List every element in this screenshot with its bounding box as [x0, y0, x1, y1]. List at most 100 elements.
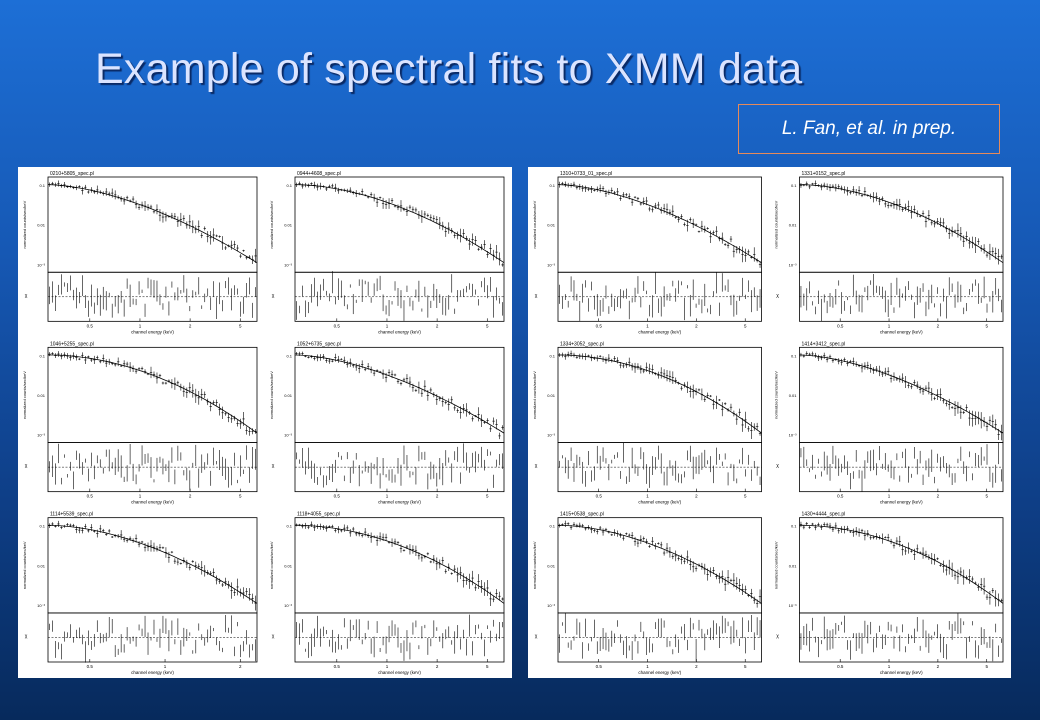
- x-tick-label: 1: [139, 494, 142, 499]
- y-tick-label: 10⁻³: [37, 262, 46, 267]
- y-tick-label: 0.1: [549, 183, 555, 188]
- residual-axis-label: χ: [776, 463, 779, 469]
- residual-axis-label: χ: [776, 633, 779, 639]
- y-tick-label: 10⁻³: [284, 433, 293, 438]
- x-tick-label: 1: [646, 323, 649, 328]
- y-axis-label: normalized counts/sec/keV: [774, 200, 779, 248]
- y-tick-label: 0.1: [286, 353, 292, 358]
- y-tick-label: 10⁻³: [37, 433, 46, 438]
- y-tick-label: 0.01: [789, 393, 798, 398]
- slide-title: Example of spectral fits to XMM data: [95, 45, 803, 93]
- spectrum-frame: [294, 176, 505, 273]
- spectrum-panel: 1046+5255_spec.pl normalized counts/sec/k…: [22, 341, 258, 505]
- y-tick-label: 0.1: [286, 524, 292, 529]
- x-tick-label: 1: [139, 323, 142, 328]
- x-axis-label: channel energy (keV): [378, 329, 421, 334]
- y-tick-label: 0.01: [284, 393, 293, 398]
- panel-label: 1046+5255_spec.pl: [50, 341, 94, 347]
- model-curve: [557, 524, 762, 604]
- residual-axis-label: χ: [535, 463, 538, 469]
- residual-axis-label: χ: [25, 633, 28, 639]
- model-curve: [558, 354, 762, 434]
- panel-label: 1415+0538_spec.pl: [560, 512, 604, 518]
- y-axis-label: normalized counts/sec/keV: [774, 541, 779, 589]
- x-axis-label: channel energy (keV): [880, 670, 923, 675]
- y-tick-label: 10⁻³: [547, 433, 556, 438]
- x-axis-label: channel energy (keV): [638, 670, 681, 675]
- spectral-fit-figure-left: 0210+5805_spec.pl normalized counts/sec/k…: [18, 167, 512, 678]
- model-curve: [47, 184, 258, 264]
- y-tick-label: 0.1: [39, 524, 45, 529]
- x-tick-label: 5: [239, 323, 242, 328]
- y-axis-label: normalized counts/sec/keV: [269, 541, 274, 589]
- y-tick-label: 10⁻³: [789, 603, 798, 608]
- panel-label: 1310+0733_01_spec.pl: [560, 171, 612, 177]
- model-curve: [47, 524, 258, 604]
- model-curve: [799, 354, 1004, 434]
- x-tick-label: 5: [239, 494, 242, 499]
- x-tick-label: 1: [386, 664, 389, 669]
- y-tick-label: 0.01: [284, 223, 293, 228]
- y-tick-label: 10⁻³: [37, 603, 46, 608]
- spectrum-frame: [294, 517, 505, 614]
- residual-axis-label: χ: [25, 293, 28, 299]
- x-tick-label: 0.5: [837, 323, 844, 328]
- spectrum-frame: [799, 346, 1004, 443]
- spectrum-frame: [799, 517, 1004, 614]
- y-axis-label: normalized counts/sec/keV: [774, 371, 779, 419]
- x-tick-label: 5: [486, 323, 489, 328]
- residual-axis-label: χ: [272, 633, 275, 639]
- spectrum-panel: 0944+4608_spec.pl normalized counts/sec/k…: [269, 171, 505, 334]
- spectrum-frame: [47, 346, 258, 443]
- x-tick-label: 1: [646, 494, 649, 499]
- y-tick-label: 0.1: [791, 183, 797, 188]
- y-tick-label: 10⁻³: [547, 603, 556, 608]
- x-axis-label: channel energy (keV): [880, 329, 923, 334]
- residual-axis-label: χ: [535, 293, 538, 299]
- x-tick-label: 0.5: [596, 494, 603, 499]
- x-tick-label: 5: [744, 323, 747, 328]
- x-tick-label: 2: [937, 323, 940, 328]
- x-tick-label: 1: [164, 664, 167, 669]
- y-tick-label: 10⁻³: [789, 262, 798, 267]
- x-tick-label: 0.5: [596, 323, 603, 328]
- panel-label: 1118+4055_spec.pl: [297, 512, 340, 518]
- y-tick-label: 0.1: [286, 183, 292, 188]
- x-tick-label: 5: [985, 664, 988, 669]
- y-axis-label: normalized counts/sec/keV: [532, 371, 537, 419]
- x-tick-label: 2: [189, 494, 192, 499]
- x-tick-label: 2: [436, 323, 439, 328]
- spectral-fit-grid-left: 0210+5805_spec.pl normalized counts/sec/k…: [22, 171, 505, 675]
- y-tick-label: 10⁻³: [789, 433, 798, 438]
- citation-box: L. Fan, et al. in prep.: [738, 104, 1000, 154]
- residual-frame: [294, 271, 505, 322]
- x-tick-label: 0.5: [334, 494, 341, 499]
- x-tick-label: 0.5: [87, 494, 94, 499]
- spectrum-panel: 0210+5805_spec.pl normalized counts/sec/k…: [22, 171, 258, 334]
- x-tick-label: 2: [695, 664, 698, 669]
- y-tick-label: 0.01: [547, 393, 556, 398]
- spectrum-frame: [557, 346, 762, 443]
- x-tick-label: 1: [386, 323, 389, 328]
- spectrum-panel: 1118+4055_spec.pl normalized counts/sec/k…: [269, 512, 505, 675]
- x-tick-label: 2: [937, 494, 940, 499]
- x-axis-label: channel energy (keV): [131, 329, 174, 334]
- y-tick-label: 10⁻³: [284, 262, 293, 267]
- model-curve: [48, 354, 258, 434]
- x-tick-label: 0.5: [837, 664, 844, 669]
- y-tick-label: 0.01: [547, 563, 556, 568]
- x-tick-label: 2: [695, 323, 698, 328]
- y-tick-label: 0.01: [789, 223, 798, 228]
- residual-axis-label: χ: [776, 293, 779, 299]
- y-axis-label: normalized counts/sec/keV: [22, 200, 27, 248]
- y-tick-label: 0.01: [37, 393, 46, 398]
- spectral-fit-grid-right: 1310+0733_01_spec.pl normalized counts/se…: [532, 171, 1004, 675]
- x-axis-label: channel energy (keV): [880, 500, 923, 505]
- y-tick-label: 10⁻³: [284, 603, 293, 608]
- spectral-fit-figure-right: 1310+0733_01_spec.pl normalized counts/se…: [528, 167, 1011, 678]
- x-tick-label: 5: [486, 494, 489, 499]
- x-tick-label: 0.5: [596, 664, 603, 669]
- x-tick-label: 5: [744, 664, 747, 669]
- y-tick-label: 0.1: [39, 353, 45, 358]
- x-tick-label: 2: [937, 664, 940, 669]
